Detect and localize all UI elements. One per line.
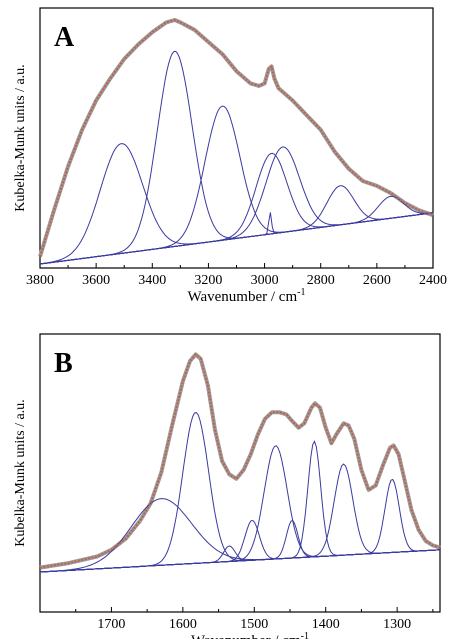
panel-a: 3800 3600 3400 3200 3000 2800 2600 2400 Wavenumb… bbox=[13, 8, 447, 305]
x-tick-label: 3400 bbox=[138, 273, 166, 288]
x-tick-label: 2400 bbox=[419, 273, 447, 288]
component-peak bbox=[40, 520, 440, 572]
x-tick-label: 3800 bbox=[26, 273, 54, 288]
component-peak bbox=[40, 196, 433, 264]
x-tick-label: 1300 bbox=[383, 617, 411, 632]
x-axis-label-text: Wavenumber / cm bbox=[188, 289, 298, 305]
panel-label: A bbox=[54, 22, 75, 53]
component-peak bbox=[40, 186, 433, 264]
panel-label: B bbox=[54, 348, 73, 379]
x-tick-label: 2600 bbox=[363, 273, 391, 288]
x-tick-label: 1400 bbox=[312, 617, 340, 632]
x-axis-label: Wavenumber / cm-1 bbox=[191, 631, 309, 639]
x-tick-label: 1500 bbox=[240, 617, 268, 632]
x-tick-label: 1700 bbox=[97, 617, 125, 632]
component-peak bbox=[40, 144, 433, 264]
component-peak bbox=[40, 153, 433, 264]
x-tick-label: 1600 bbox=[169, 617, 197, 632]
x-axis-label-text: Wavenumber / cm bbox=[191, 633, 301, 639]
component-peak bbox=[40, 520, 440, 572]
y-axis-label: Kubelka-Munk units / a.u. bbox=[13, 64, 28, 211]
x-tick-label: 3200 bbox=[194, 273, 222, 288]
x-axis-label: Wavenumber / cm-1 bbox=[188, 287, 306, 305]
plot-frame bbox=[40, 8, 433, 268]
x-tick-label: 3000 bbox=[251, 273, 279, 288]
panel-b: 1700 1600 1500 1400 1300 Wavenumber / cm-1 Kub… bbox=[13, 334, 440, 639]
component-peak bbox=[40, 147, 433, 264]
x-tick-label: 3600 bbox=[82, 273, 110, 288]
fitted-envelope bbox=[40, 20, 433, 257]
measured-spectrum bbox=[40, 20, 433, 257]
x-axis-label-superscript: -1 bbox=[297, 287, 305, 298]
x-tick-label: 2800 bbox=[307, 273, 335, 288]
component-peak bbox=[40, 413, 440, 572]
x-axis-label-superscript: -1 bbox=[301, 631, 309, 639]
y-axis-label: Kubelka-Munk units / a.u. bbox=[13, 399, 28, 546]
